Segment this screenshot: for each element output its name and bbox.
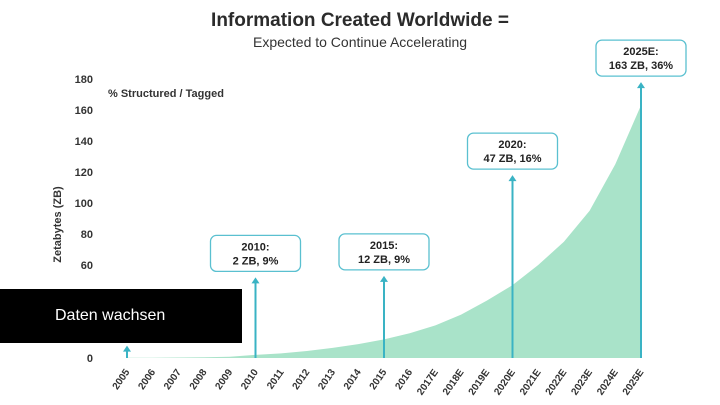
x-tick-label: 2015 xyxy=(368,367,390,392)
annotation-callout xyxy=(338,233,430,271)
x-tick-label: 2020E xyxy=(492,367,518,397)
x-tick-label: 2023E xyxy=(569,367,595,397)
legend-note: % Structured / Tagged xyxy=(108,88,224,100)
x-tick-label: 2022E xyxy=(544,367,570,397)
annotation-label: 2015: xyxy=(370,240,398,252)
x-tick-label: 2013 xyxy=(316,367,338,392)
annotation-label: 2020: xyxy=(498,139,526,151)
annotation-callout xyxy=(209,234,302,273)
y-tick-label: 60 xyxy=(81,260,93,272)
annotation-callout xyxy=(595,39,687,77)
x-tick-label: 2019E xyxy=(467,367,493,397)
y-tick-label: 0 xyxy=(87,353,93,365)
caption-label: Daten wachsen xyxy=(55,307,166,324)
x-tick-label: 2006 xyxy=(136,367,158,392)
x-tick-label: 2008 xyxy=(188,367,210,392)
x-tick-label: 2021E xyxy=(518,367,544,397)
annotation-arrowhead xyxy=(251,277,260,284)
y-tick-label: 80 xyxy=(81,229,93,241)
annotation-label: 2 ZB, 9% xyxy=(233,255,279,267)
x-tick-label: 2010 xyxy=(239,367,261,392)
y-tick-label: 180 xyxy=(75,74,93,86)
chart-title: Information Created Worldwide = xyxy=(211,10,509,31)
y-axis-label: Zetabytes (ZB) xyxy=(52,186,64,263)
y-tick-label: 160 xyxy=(75,105,93,117)
annotation-arrowhead xyxy=(380,275,388,282)
x-tick-label: 2016 xyxy=(393,367,415,392)
x-tick-label: 2014 xyxy=(342,367,364,392)
annotation-label: 12 ZB, 9% xyxy=(358,254,410,266)
annotation-callout xyxy=(466,132,559,170)
x-tick-label: 2011 xyxy=(265,367,287,391)
chart-subtitle: Expected to Continue Accelerating xyxy=(252,34,468,50)
x-tick-label: 2005 xyxy=(111,367,133,392)
caption-overlay: Daten wachsen xyxy=(0,289,242,343)
x-tick-label: 2024E xyxy=(595,367,621,397)
y-tick-label: 140 xyxy=(75,136,93,148)
annotation-label: 2025E: xyxy=(623,46,658,58)
x-tick-label: 2012 xyxy=(291,367,313,392)
x-tick-label: 2025E xyxy=(621,367,647,397)
x-tick-label: 2018E xyxy=(441,367,467,397)
annotation-label: 47 ZB, 16% xyxy=(483,153,541,165)
x-tick-label: 2009 xyxy=(213,367,235,392)
x-tick-label: 2007 xyxy=(162,367,184,392)
annotation-arrowhead xyxy=(123,345,131,352)
annotation-arrowhead xyxy=(637,82,645,89)
x-tick-label: 2017E xyxy=(415,367,441,397)
annotation-label: 163 ZB, 36% xyxy=(609,60,673,72)
annotation-arrowhead xyxy=(508,175,517,182)
y-tick-label: 100 xyxy=(75,198,93,210)
annotation-label: 2010: xyxy=(241,241,269,253)
y-tick-label: 120 xyxy=(75,167,93,179)
